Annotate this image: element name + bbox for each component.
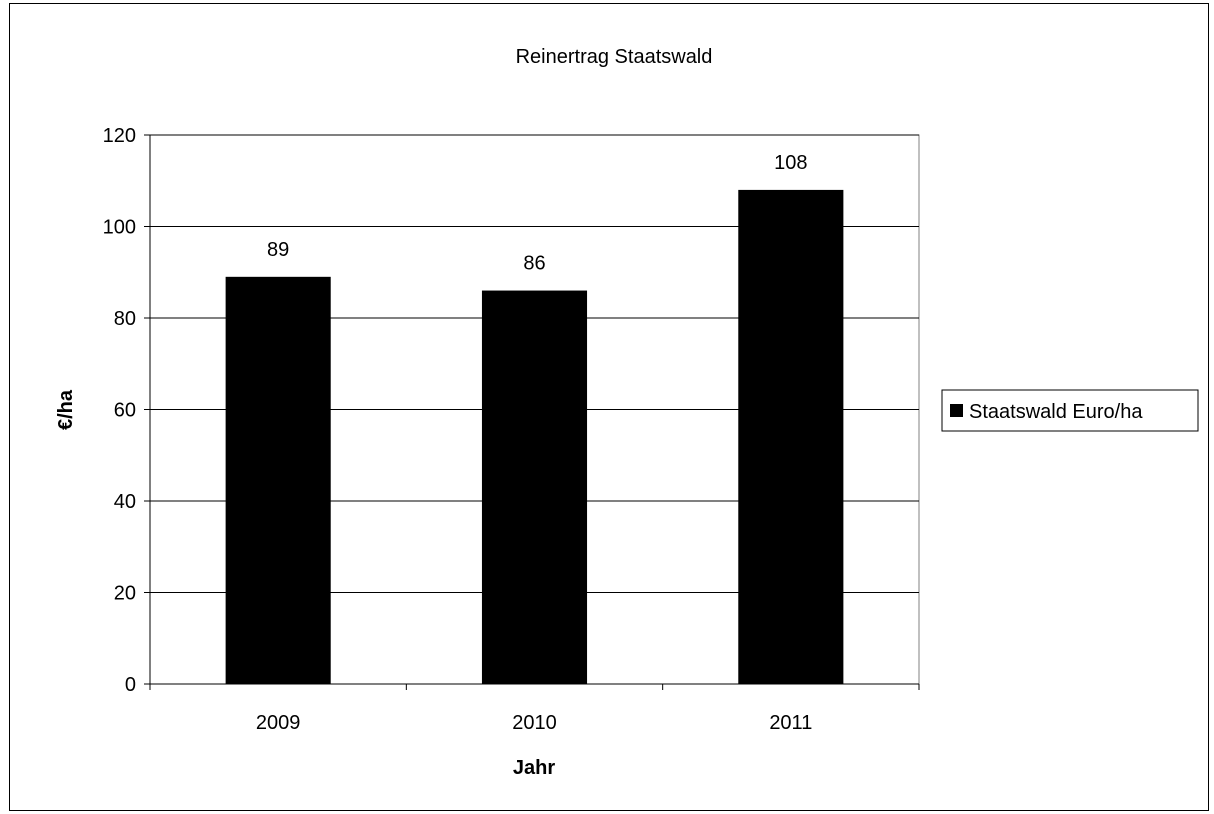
y-tick-label: 100 bbox=[103, 217, 136, 239]
x-tick-label: 2011 bbox=[769, 712, 812, 734]
legend: Staatswald Euro/ha bbox=[941, 389, 1199, 432]
y-tick-label: 20 bbox=[114, 583, 136, 605]
bar-2009 bbox=[225, 276, 331, 684]
y-tick-label: 60 bbox=[114, 400, 136, 422]
chart-title: Reinertrag Staatswald bbox=[516, 46, 713, 68]
x-tick-label: 2009 bbox=[256, 712, 301, 734]
data-label: 108 bbox=[774, 152, 807, 174]
bar-2010 bbox=[481, 290, 588, 684]
legend-label: Staatswald Euro/ha bbox=[969, 401, 1143, 423]
bar-2011 bbox=[738, 189, 844, 684]
y-tick-label: 120 bbox=[103, 125, 136, 147]
y-tick-labels: 0 20 40 60 80 100 120 bbox=[103, 125, 136, 696]
data-label: 89 bbox=[267, 239, 289, 261]
data-labels: 89 86 108 bbox=[267, 152, 807, 275]
axes bbox=[144, 134, 920, 690]
y-tick-label: 40 bbox=[114, 491, 136, 513]
y-axis-title: €/ha bbox=[55, 389, 77, 430]
x-axis-title: Jahr bbox=[513, 757, 555, 779]
y-tick-label: 80 bbox=[114, 308, 136, 330]
bars bbox=[225, 189, 844, 684]
y-tick-label: 0 bbox=[125, 674, 136, 696]
x-tick-labels: 2009 2010 2011 bbox=[256, 712, 812, 734]
legend-box bbox=[941, 389, 1199, 432]
legend-swatch bbox=[950, 404, 963, 417]
data-label: 86 bbox=[523, 253, 545, 275]
x-tick-label: 2010 bbox=[512, 712, 557, 734]
